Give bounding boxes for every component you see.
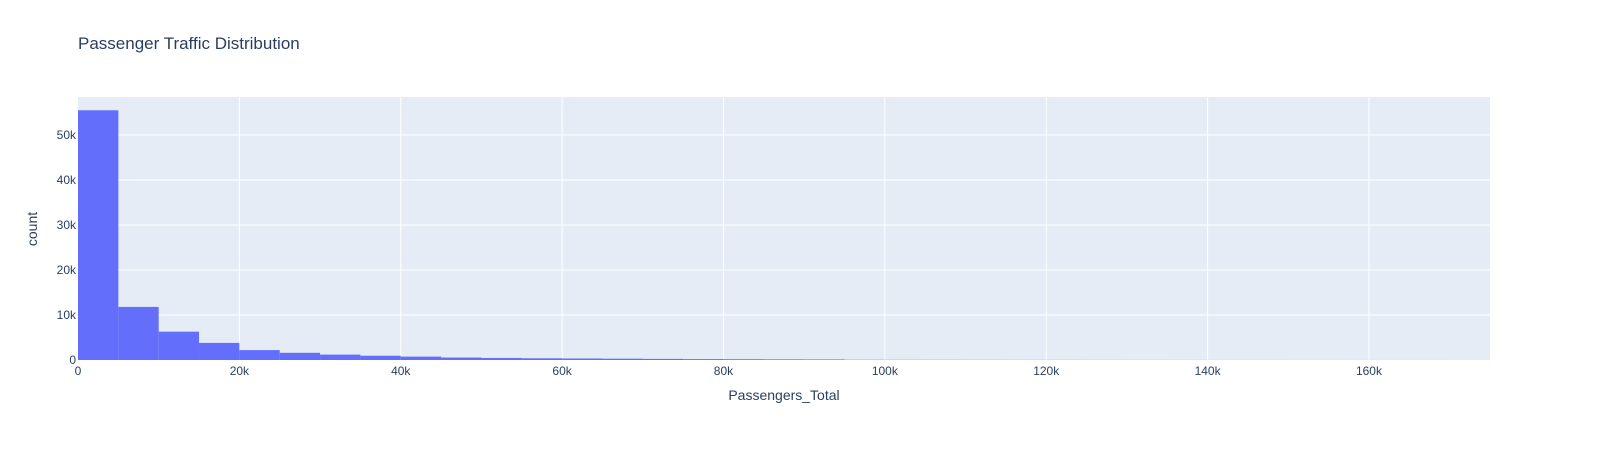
x-tick-label: 20k	[230, 364, 250, 378]
histogram-bar	[78, 110, 118, 360]
histogram-bar	[360, 356, 400, 360]
x-axis-ticks: 0 20k 40k 60k 80k 100k 120k 140k 160k	[75, 364, 1383, 378]
y-tick-label: 0	[69, 353, 76, 367]
y-tick-label: 30k	[57, 218, 77, 232]
y-tick-label: 40k	[57, 173, 77, 187]
histogram-bar	[159, 332, 199, 360]
x-tick-label: 100k	[872, 364, 899, 378]
chart-title: Passenger Traffic Distribution	[78, 34, 300, 53]
plot-area	[78, 97, 1490, 360]
x-tick-label: 40k	[391, 364, 411, 378]
histogram-bar	[320, 355, 360, 360]
histogram-bar	[239, 350, 279, 360]
x-axis-title: Passengers_Total	[728, 387, 839, 403]
histogram-bar	[764, 359, 804, 360]
x-tick-label: 140k	[1195, 364, 1222, 378]
histogram-bar	[643, 359, 683, 360]
histogram-bar	[199, 343, 239, 360]
histogram-bar	[683, 359, 723, 360]
histogram-bar	[118, 307, 158, 360]
x-tick-label: 120k	[1033, 364, 1060, 378]
histogram-bar	[481, 358, 521, 360]
y-axis-ticks: 0 10k 20k 30k 40k 50k	[57, 128, 77, 367]
histogram-bar	[723, 359, 763, 360]
y-tick-label: 50k	[57, 128, 77, 142]
histogram-bar	[441, 358, 481, 360]
histogram-bar	[804, 359, 844, 360]
histogram-bar	[401, 357, 441, 360]
histogram-bar	[602, 359, 642, 360]
histogram-bar	[522, 358, 562, 360]
histogram-bar	[562, 359, 602, 360]
y-tick-label: 20k	[57, 263, 77, 277]
x-tick-label: 80k	[714, 364, 734, 378]
y-tick-label: 10k	[57, 308, 77, 322]
x-tick-label: 160k	[1356, 364, 1383, 378]
y-axis-title: count	[24, 212, 40, 246]
histogram-bar	[280, 353, 320, 360]
x-tick-label: 60k	[552, 364, 572, 378]
